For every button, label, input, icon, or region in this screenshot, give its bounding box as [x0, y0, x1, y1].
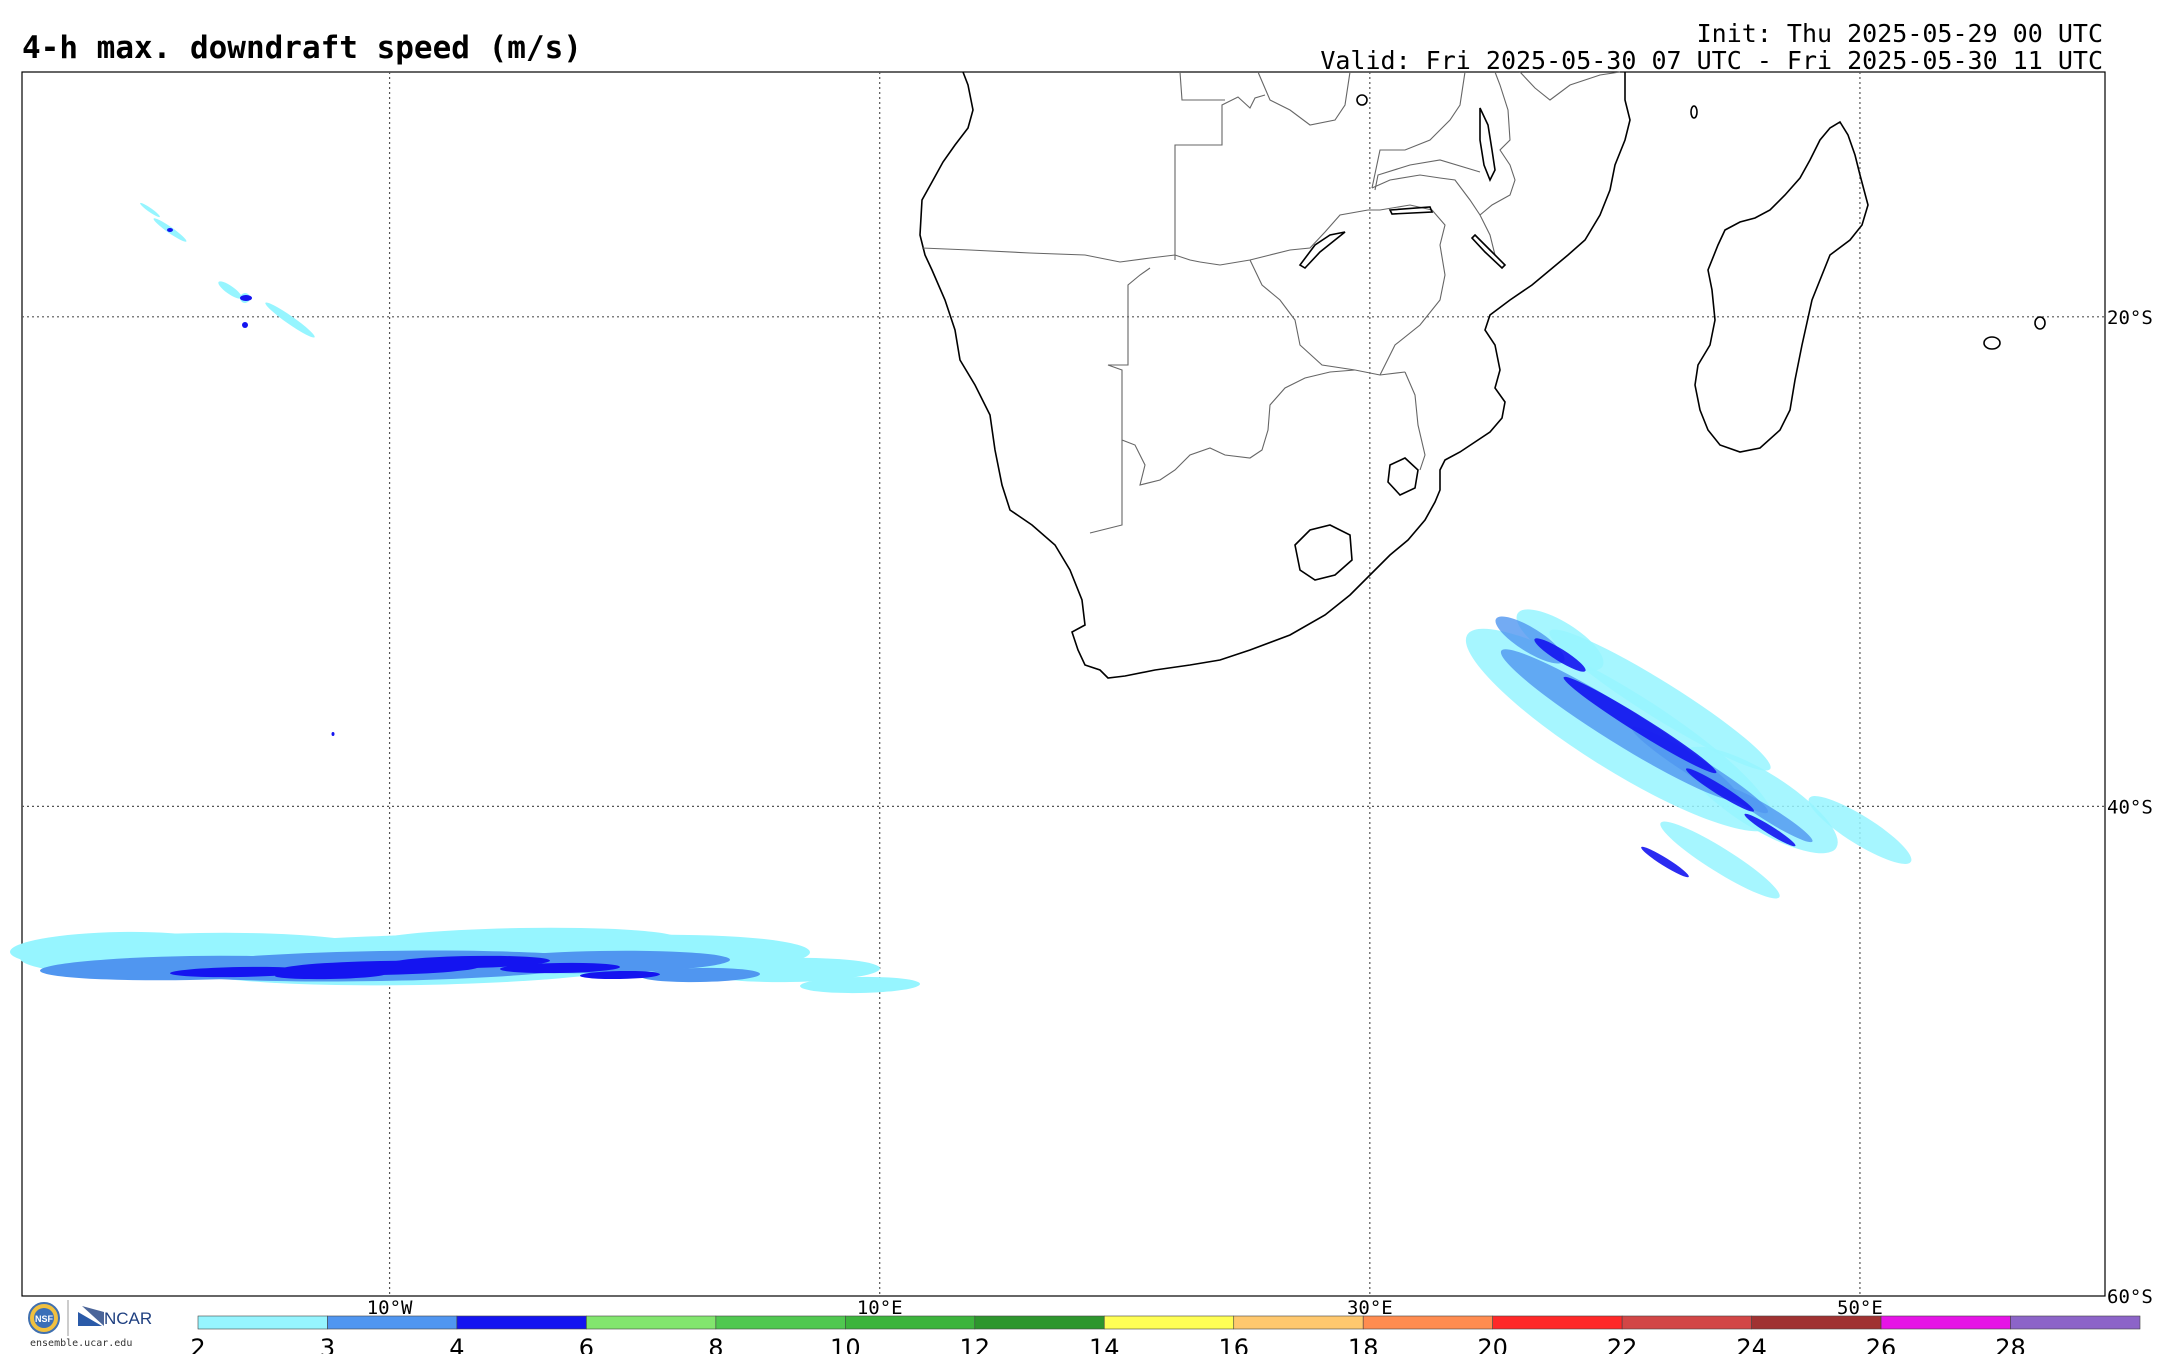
downdraft-area-strong [275, 970, 385, 980]
colorbar-level-label: 12 [960, 1334, 991, 1354]
lake-malawi [1479, 107, 1496, 182]
downdraft-area-light [360, 927, 680, 957]
colorbar-swatch [1492, 1315, 1623, 1330]
colorbar-level-label: 2 [190, 1334, 205, 1354]
eswatini-border [1387, 457, 1419, 496]
downdraft-area-strong [331, 732, 335, 736]
lon-tick-label: 30°E [1347, 1297, 1393, 1319]
downdraft-area-medium [1727, 787, 1813, 843]
lat-tick-label: 60°S [2107, 1286, 2153, 1308]
downdraft-area-strong [242, 322, 248, 328]
downdraft-area-strong [580, 970, 660, 980]
colorbar-level-label: 18 [1348, 1334, 1379, 1354]
reunion [2034, 316, 2046, 330]
colorbar-level-label: 10 [830, 1334, 861, 1354]
downdraft-area-light [1516, 609, 1604, 671]
colorbar-level-label: 14 [1089, 1334, 1120, 1354]
downdraft-area-strong [1685, 768, 1755, 812]
lon-tick-label: 50°E [1837, 1297, 1883, 1319]
colorbar-swatch [974, 1315, 1105, 1330]
lon-tick-label: 10°E [857, 1297, 903, 1319]
time-info: Init: Thu 2025-05-29 00 UTC Valid: Fri 2… [1320, 20, 2103, 74]
colorbar-swatch [327, 1315, 458, 1330]
colorbar-level-label: 8 [708, 1334, 723, 1354]
lon-tick-label: 10°W [367, 1297, 413, 1319]
nsf-seal-text: NSF [35, 1314, 54, 1324]
ncar-logo: NSF NCAR [28, 1300, 152, 1336]
downdraft-area-strong [1641, 846, 1689, 878]
colorbar-level-label: 28 [1995, 1334, 2026, 1354]
colorbar-swatch [845, 1315, 976, 1330]
lat-tick-label: 20°S [2107, 307, 2153, 329]
colorbar-level-label: 16 [1218, 1334, 1249, 1354]
colorbar-swatch [1880, 1315, 2011, 1330]
init-time: Init: Thu 2025-05-29 00 UTC [1696, 19, 2103, 48]
lat-tick-label: 40°S [2107, 796, 2153, 818]
ncar-mark-icon-2 [82, 1306, 104, 1326]
colorbar-level-label: 20 [1477, 1334, 1508, 1354]
africa-coastline [919, 71, 1631, 679]
lake-victoria-fragment [1356, 94, 1368, 106]
downdraft-area-light [1549, 629, 1771, 771]
colorbar-swatch [1621, 1315, 1752, 1330]
downdraft-area-light [800, 976, 920, 994]
colorbar-swatch [197, 1315, 328, 1330]
lesotho-border [1294, 524, 1353, 581]
downdraft-area-strong [1744, 813, 1796, 847]
madagascar-coastline [1694, 120, 1869, 453]
downdraft-area-light [140, 202, 160, 218]
colorbar-level-label: 24 [1736, 1334, 1767, 1354]
ncar-mark-icon [78, 1312, 102, 1326]
colorbar-level-label: 6 [579, 1334, 594, 1354]
lakes [1298, 107, 1507, 270]
tick-labels: 10°W 10°E 30°E 50°E 20°S 40°S 60°S [367, 307, 2153, 1319]
colorbar-level-label: 26 [1866, 1334, 1897, 1354]
downdraft-area-light [265, 302, 315, 338]
mauritius [1983, 336, 2001, 350]
downdraft-area-strong [390, 955, 550, 969]
ncar-wordmark: NCAR [104, 1309, 152, 1328]
comoros [1690, 105, 1698, 119]
colorbar-labels: 2 3 4 6 8 10 12 14 16 18 20 22 24 26 28 [190, 1334, 2025, 1354]
map-frame [21, 71, 2106, 1297]
nsf-seal-inner [34, 1308, 54, 1328]
downdraft-area-strong [500, 962, 620, 974]
colorbar-level-label: 22 [1607, 1334, 1638, 1354]
downdraft-area-strong [240, 295, 252, 301]
colorbar-swatch [1751, 1315, 1882, 1330]
downdraft-field [10, 202, 1912, 994]
colorbar-swatch [1362, 1315, 1493, 1330]
downdraft-area-light [218, 281, 242, 299]
map-title: 4-h max. downdraft speed (m/s) [22, 30, 582, 66]
downdraft-area-strong [1534, 638, 1586, 672]
colorbar [197, 1315, 2141, 1330]
downdraft-area-strong [1563, 676, 1717, 774]
colorbar-swatch [715, 1315, 846, 1330]
downdraft-area-strong [167, 228, 173, 232]
graticule [22, 72, 2105, 1296]
colorbar-swatch [1103, 1315, 1235, 1330]
downdraft-area-light [1808, 796, 1912, 864]
downdraft-area-light [1660, 821, 1780, 899]
colorbar-swatch [2010, 1315, 2141, 1330]
colorbar-swatch [1233, 1315, 1364, 1330]
lake-kivu-fragment [1470, 233, 1507, 270]
logo-url: ensemble.ucar.edu [30, 1338, 133, 1349]
country-borders [921, 71, 1621, 534]
colorbar-swatch [586, 1315, 717, 1330]
downdraft-area-medium [640, 967, 760, 983]
valid-time: Valid: Fri 2025-05-30 07 UTC - Fri 2025-… [1320, 46, 2103, 75]
lake-kariba [1298, 231, 1346, 270]
colorbar-level-label: 3 [320, 1334, 335, 1354]
colorbar-level-label: 4 [449, 1334, 464, 1354]
colorbar-swatch [456, 1315, 587, 1330]
downdraft-area-strong [170, 966, 310, 978]
lake-tanganyika-fragment [1388, 206, 1434, 215]
coastlines [919, 71, 2046, 679]
